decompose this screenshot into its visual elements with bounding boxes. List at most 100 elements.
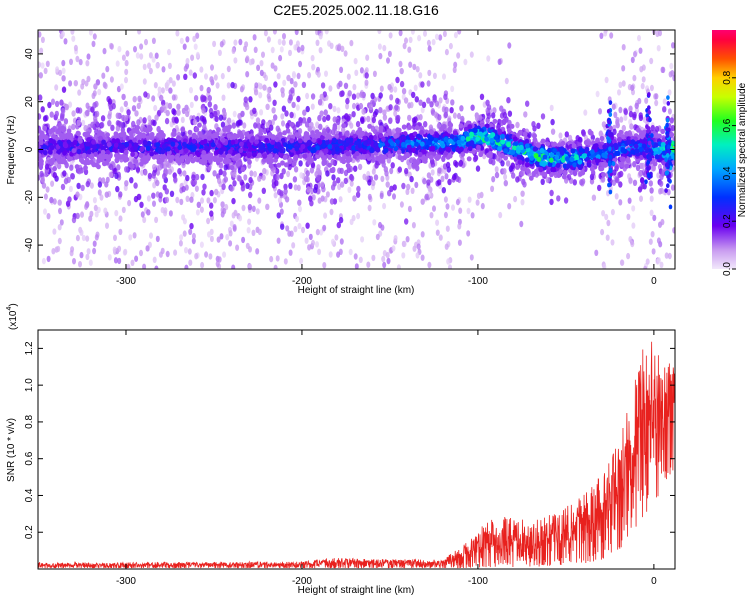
spectrogram-cell [175,30,180,37]
spectrogram-cell [293,44,298,51]
spectrogram-cell [144,38,148,46]
spectrogram-cell [279,208,284,215]
spectrogram-cell [179,37,184,45]
spectrogram-cell [257,197,262,204]
spectrogram-cell [253,89,259,96]
spectrogram-cell [164,196,170,204]
spectrogram-cell [115,125,121,132]
spectrogram-cell [71,110,76,117]
spectrogram-cell [399,201,404,208]
spectrogram-cell [105,65,110,73]
spectrogram-cell [107,98,113,105]
spectrogram-cell [157,86,162,93]
spectrogram-cell [154,216,159,224]
spectrogram-cell [185,57,190,65]
spectrogram-cell [161,66,166,73]
spectrogram-cell [101,177,106,184]
spectrogram-cell [263,30,268,37]
spectrogram-cell [442,30,447,38]
spectrogram-cell [261,187,266,194]
spectrogram-cell [322,115,327,123]
spectrogram-cell [626,252,631,260]
spectrogram-cell [658,180,664,187]
spectrogram-cell [632,74,637,82]
spectrogram-cell [635,107,639,114]
spectrogram-cell [119,83,124,90]
spectrogram-cell [61,86,67,93]
spectrogram-cell [124,68,129,76]
spectrogram-cell [600,228,605,236]
spectrogram-cell [96,164,101,170]
spectrogram-cell [371,179,376,187]
spectrogram-cell [42,115,48,122]
spectrogram-cell [63,38,68,45]
spectrogram-cell [279,190,284,197]
spectrogram-cell [182,170,187,177]
spectrogram-cell [94,211,99,218]
spectrogram-cell [69,164,74,171]
spectrogram-cell [84,157,90,163]
spectrogram-cell [129,177,134,184]
spectrogram-cell [91,40,96,48]
spectrogram-cell [598,108,602,115]
spectrogram-cell [515,121,520,129]
spectrogram-cell [341,126,346,133]
spectrogram-cell [61,67,66,75]
spectrogram-cell [309,121,314,129]
spectrogram-cell [656,237,661,244]
spectrogram-cell [394,104,399,111]
spectrogram-cell [541,161,547,167]
spectrogram-cell [52,228,57,235]
spectrogram-cell [45,60,50,67]
spectrogram-cell [176,74,181,81]
spectrogram-cell [180,126,186,133]
spectrogram-cell [407,46,412,53]
spectrogram-cell [42,125,48,131]
spectrogram-cell [380,175,385,183]
spectrogram-cell [89,210,94,218]
spectrogram-cell [298,160,303,167]
spectrogram-cell [426,39,431,47]
spectrogram-cell [76,182,81,190]
spectrogram-cell [167,102,173,110]
spectrogram-cell [505,160,511,167]
spectrogram-cell [617,89,621,96]
spectrogram-cell [294,30,299,36]
spectrogram-cell [664,252,669,259]
spectrogram-cell [308,233,313,241]
spectrogram-cell [295,104,300,111]
spectrogram-cell [282,79,287,87]
spectrogram-cell [670,184,675,191]
spectrogram-cell [268,163,274,169]
spectrogram-cell [40,106,45,113]
spectrogram-cell [184,104,189,112]
spectrogram-cell [288,49,292,57]
spectrogram-cell [396,264,401,269]
spectrogram-cell [497,58,502,65]
spectrogram-cell [469,254,474,261]
spectrogram-cell [413,84,418,92]
spectrogram-cell [253,170,257,178]
spectrogram-cell [38,152,42,158]
spectrogram-cell [290,87,295,94]
spectrogram-cell [375,233,380,241]
spectrogram-cell [515,176,520,183]
spectrogram-cell [184,264,189,269]
spectrogram-cell [38,61,41,68]
spectrogram-cell [201,116,207,123]
spectrogram-cell [105,149,111,155]
spectrogram-cell [639,176,645,184]
spectrogram-cell [296,72,301,80]
spectrogram-cell [314,129,320,135]
spectrogram-cell [121,93,126,101]
spectrogram-cell [660,128,666,134]
spectrogram-cell [330,158,335,166]
spectrogram-cell [66,128,72,134]
spectrogram-cell [455,198,460,206]
spectrogram-cell [174,116,179,123]
spectrogram-cell [500,160,505,167]
spectrogram-cell [628,236,633,243]
spectrogram-cell [341,135,346,141]
spectrogram-cell [93,115,98,122]
spectrogram-cell [638,47,643,54]
